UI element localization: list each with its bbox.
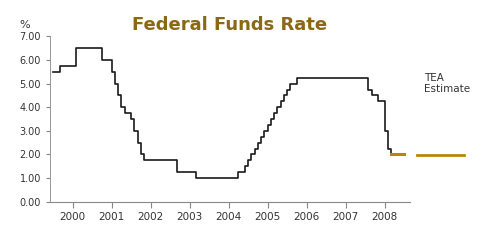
Title: Federal Funds Rate: Federal Funds Rate: [132, 16, 328, 34]
Text: %: %: [20, 20, 30, 30]
Text: TEA
Estimate: TEA Estimate: [424, 73, 470, 94]
